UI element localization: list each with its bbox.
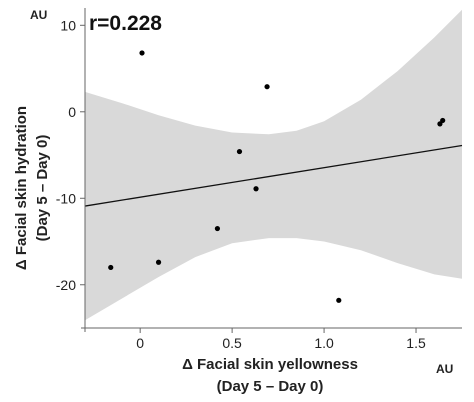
regression-line-layer xyxy=(84,144,463,207)
x-axis-title-line-2: (Day 5 – Day 0) xyxy=(217,378,324,395)
data-point xyxy=(336,297,342,303)
x-tick-label: 0 xyxy=(136,335,144,351)
data-point xyxy=(440,117,446,124)
y-tick-label: 0 xyxy=(68,104,76,120)
x-tick-label: 0.5 xyxy=(222,335,242,351)
data-point xyxy=(214,225,221,232)
data-point xyxy=(264,84,270,90)
data-points xyxy=(108,50,446,303)
confidence-band-layer xyxy=(85,9,462,321)
data-point xyxy=(437,121,443,127)
data-point xyxy=(108,264,114,271)
x-tick-label: 1.0 xyxy=(314,335,334,351)
regression-line xyxy=(84,144,463,207)
y-tick-label: -20 xyxy=(56,277,76,293)
y-unit-label: AU xyxy=(30,8,47,22)
data-point xyxy=(253,186,259,192)
x-axis-title-line-1: Δ Facial skin yellowness xyxy=(182,356,358,373)
y-axis-title-line-1: Δ Facial skin hydration xyxy=(13,106,30,270)
correlation-label: r=0.228 xyxy=(89,12,162,35)
data-point xyxy=(155,259,162,265)
confidence-band xyxy=(85,9,462,321)
axes: 0 0.5 1.0 1.5 10 0 -10 -20 xyxy=(56,8,462,351)
x-tick-label: 1.5 xyxy=(406,335,426,351)
x-unit-label: AU xyxy=(436,362,453,376)
data-point xyxy=(139,50,145,56)
y-tick-label: 10 xyxy=(60,17,76,33)
y-axis-title-line-2: (Day 5 – Day 0) xyxy=(34,135,51,242)
y-tick-label: -10 xyxy=(56,190,76,206)
data-point xyxy=(236,148,243,155)
